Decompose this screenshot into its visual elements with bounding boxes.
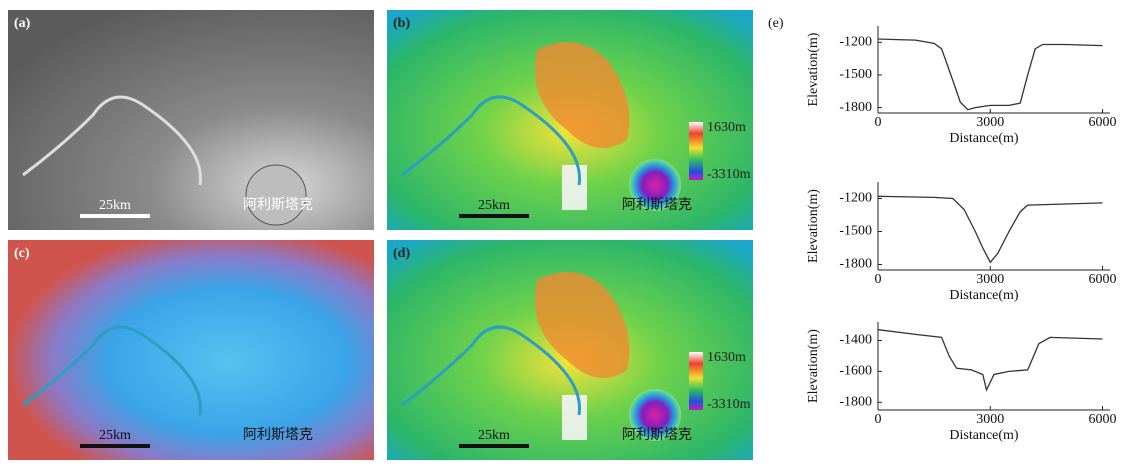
x-tick-label: 3000 [976,115,1004,130]
x-tick-label: 0 [875,412,882,427]
scale-text: 25km [99,198,131,213]
y-tick-label: -1800 [839,100,872,115]
colorbar-max: 1630m [707,350,746,365]
x-tick-label: 0 [875,272,882,287]
scale-text: 25km [478,428,510,443]
figure: (a) 25km 阿利斯塔克 1630m -3310m (b) 25km 阿利斯塔克 (c) 25… [0,0,1132,461]
snow [562,395,587,440]
snow [562,165,587,210]
y-axis-label: Elevation(m) [806,32,821,106]
scale-text: 25km [478,198,510,213]
y-axis-label: Elevation(m) [806,329,821,403]
y-axis-label: Elevation(m) [806,189,821,263]
x-tick-label: 3000 [976,272,1004,287]
crater-name: 阿利斯塔克 [243,197,313,213]
colorbar-min: -3310m [707,167,751,182]
colorbar-max: 1630m [707,120,746,135]
profile-line [878,196,1103,262]
scale-text: 25km [99,428,131,443]
scale-bar [459,444,529,448]
panel-label: (a) [14,16,31,31]
colorbar [689,352,703,410]
profile-line [878,330,1103,390]
panel-label: (b) [393,16,410,31]
profile-line [878,39,1103,110]
y-tick-label: -1800 [839,394,872,409]
scale-bar [459,214,529,218]
y-tick-label: -1500 [839,224,872,239]
crater-name: 阿利斯塔克 [243,427,313,443]
panel-image [8,10,374,230]
crater-name: 阿利斯塔克 [622,197,692,213]
y-tick-label: -1600 [839,364,872,379]
x-axis-label: Distance(m) [949,131,1019,146]
y-tick-label: -1200 [839,35,872,50]
x-axis-label: Distance(m) [949,428,1019,443]
crater-name: 阿利斯塔克 [622,427,692,443]
x-tick-label: 3000 [976,412,1004,427]
y-tick-label: -1500 [839,67,872,82]
y-tick-label: -1800 [839,257,872,272]
y-tick-label: -1400 [839,333,872,348]
crater [246,165,306,225]
panel-label: (c) [14,246,30,261]
colorbar [689,122,703,180]
x-tick-label: 6000 [1089,115,1117,130]
x-tick-label: 0 [875,115,882,130]
x-tick-label: 6000 [1089,272,1117,287]
colorbar-min: -3310m [707,397,751,412]
x-tick-label: 6000 [1089,412,1117,427]
panel-label: (d) [393,246,410,261]
panel-image [8,240,374,460]
y-tick-label: -1200 [839,191,872,206]
scale-bar [80,214,150,218]
scale-bar [80,444,150,448]
panel-label: (e) [768,16,784,31]
x-axis-label: Distance(m) [949,288,1019,303]
